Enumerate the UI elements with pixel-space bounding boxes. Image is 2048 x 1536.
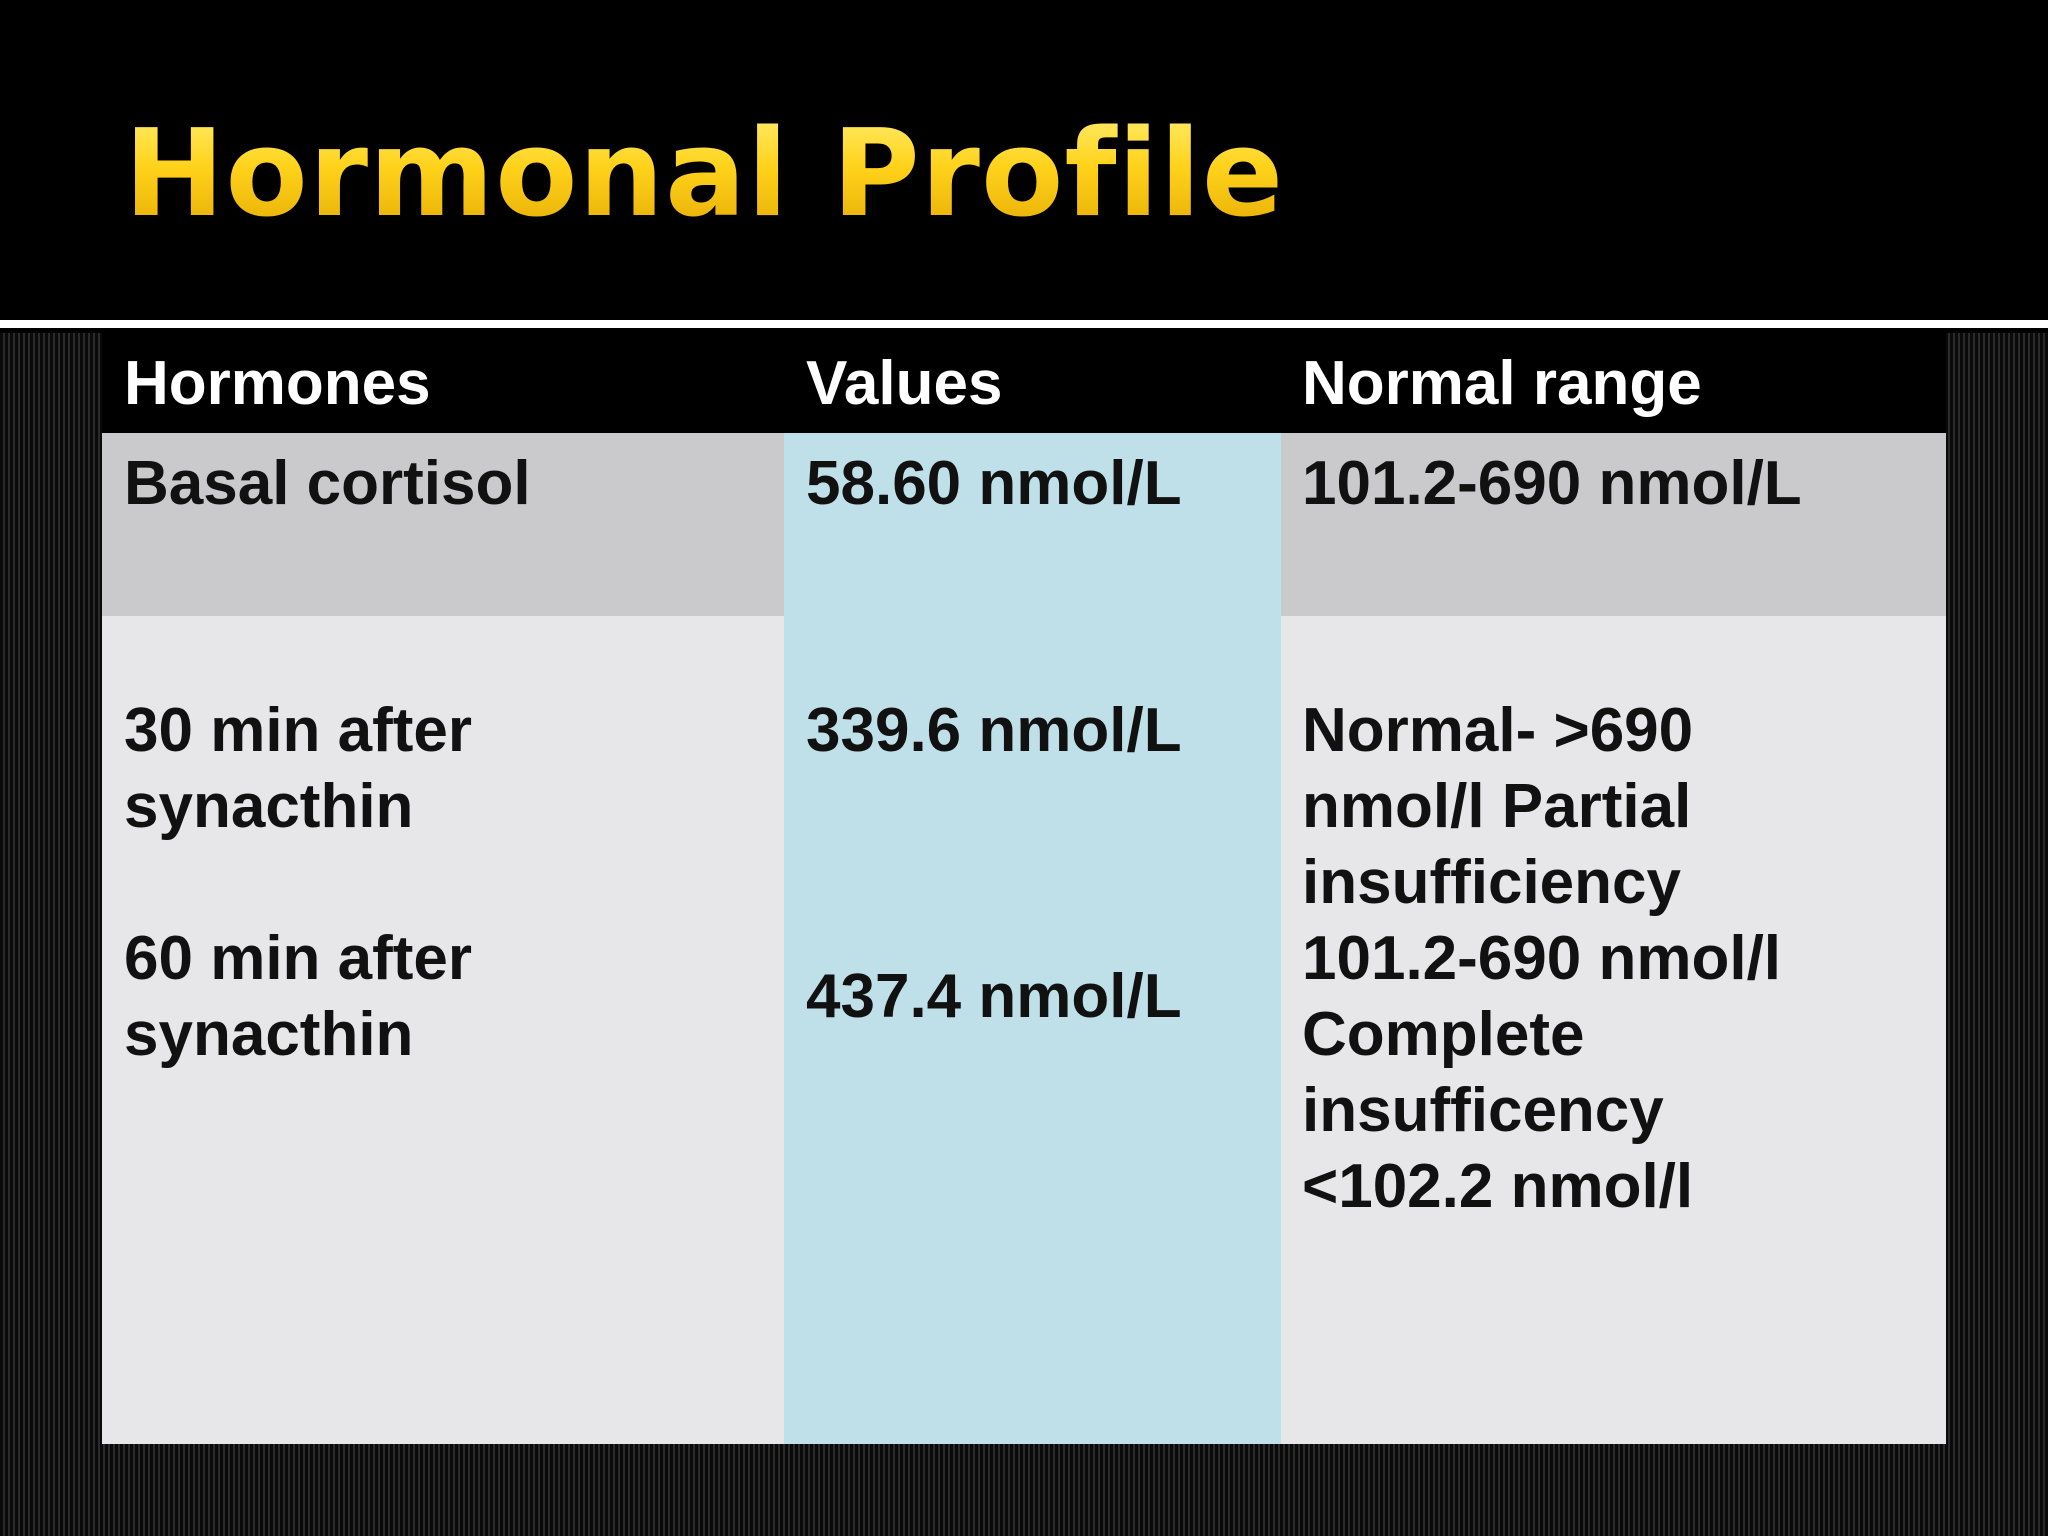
- hormone-30-min: 30 min after synacthin: [124, 696, 473, 841]
- divider-gap: [0, 328, 2048, 333]
- title-divider: [0, 320, 2048, 328]
- table-header-row: [102, 333, 1946, 433]
- slide-title: Hormonal Profile: [124, 100, 1284, 250]
- hormone-table: Hormones Values Normal range Basal corti…: [102, 333, 1946, 1444]
- value-basal-cortisol: 58.60 nmol/L: [806, 449, 1182, 518]
- title-bar: Hormonal Profile: [0, 0, 2048, 320]
- hormone-basal-cortisol: Basal cortisol: [124, 449, 531, 518]
- header-values: Values: [806, 349, 1003, 418]
- hormone-60-min: 60 min after synacthin: [124, 924, 473, 1069]
- basal-row-band-right: [1281, 433, 1946, 616]
- header-normal-range: Normal range: [1302, 349, 1702, 418]
- value-30-min: 339.6 nmol/L: [806, 696, 1182, 765]
- basal-row-band-left: [102, 433, 784, 616]
- value-60-min: 437.4 nmol/L: [806, 962, 1182, 1031]
- normal-range-basal-cortisol: 101.2-690 nmol/L: [1302, 449, 1802, 518]
- header-hormones: Hormones: [124, 349, 431, 418]
- values-column-background: [784, 333, 1281, 1444]
- normal-range-synacthin: Normal- >690 nmol/l Partial insufficienc…: [1302, 696, 1782, 1221]
